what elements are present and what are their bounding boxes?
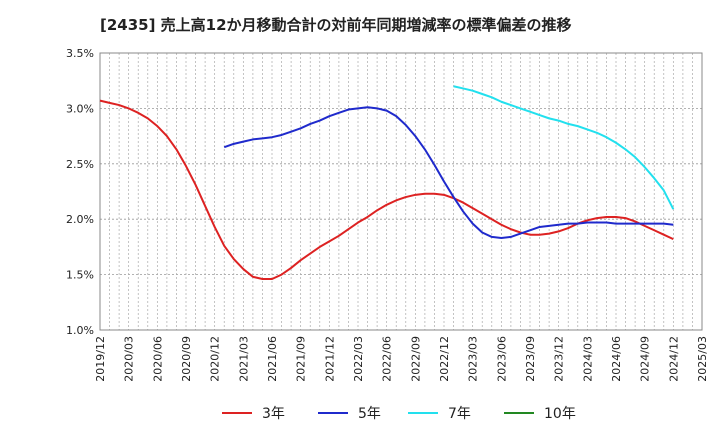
x-tick-label: 2020/06: [151, 336, 164, 382]
legend: 3年 5年 7年 10年: [222, 406, 576, 422]
x-tick-label: 2019/12: [94, 336, 107, 382]
x-tick-label: 2024/12: [667, 336, 680, 382]
x-tick-label: 2021/09: [295, 336, 308, 382]
x-tick-label: 2022/06: [381, 336, 394, 382]
x-tick-label: 2022/03: [352, 336, 365, 382]
series-line-1: [223, 106, 674, 240]
x-tick-label: 2020/03: [123, 336, 136, 382]
plot-frame: [99, 52, 703, 331]
x-tick-label: 2021/06: [266, 336, 279, 382]
x-axis-ticks: 2019/12 2020/03 2020/06 2020/09 2020/12 2021/…: [94, 336, 709, 382]
x-tick-label: 2020/12: [209, 336, 222, 382]
legend-label-3: 10年: [544, 406, 576, 422]
grid: [100, 53, 702, 330]
y-tick-label: 3.0%: [66, 102, 94, 115]
x-tick-label: 2022/12: [438, 336, 451, 382]
x-tick-label: 2023/09: [524, 336, 537, 382]
y-tick-label: 1.0%: [66, 324, 94, 337]
x-tick-label: 2025/03: [696, 336, 709, 382]
legend-label-0: 3年: [262, 406, 285, 422]
chart-title: [2435] 売上高12か月移動合計の対前年同期増減率の標準偏差の推移: [100, 16, 572, 34]
y-axis-ticks: 1.0% 1.5% 2.0% 2.5% 3.0% 3.5%: [66, 47, 94, 337]
x-tick-label: 2024/09: [639, 336, 652, 382]
series-line-2: [453, 85, 675, 210]
x-tick-label: 2023/12: [553, 336, 566, 382]
x-tick-label: 2023/03: [467, 336, 480, 382]
series-lines: [99, 85, 675, 281]
y-tick-label: 3.5%: [66, 47, 94, 60]
y-tick-label: 1.5%: [66, 269, 94, 282]
x-tick-label: 2021/03: [237, 336, 250, 382]
legend-label-1: 5年: [358, 406, 381, 422]
x-tick-label: 2024/06: [610, 336, 623, 382]
x-tick-label: 2022/09: [409, 336, 422, 382]
x-tick-label: 2024/03: [581, 336, 594, 382]
legend-label-2: 7年: [448, 406, 471, 422]
y-tick-label: 2.5%: [66, 158, 94, 171]
y-tick-label: 2.0%: [66, 213, 94, 226]
x-tick-label: 2021/12: [323, 336, 336, 382]
x-tick-label: 2023/06: [495, 336, 508, 382]
x-tick-label: 2020/09: [180, 336, 193, 382]
